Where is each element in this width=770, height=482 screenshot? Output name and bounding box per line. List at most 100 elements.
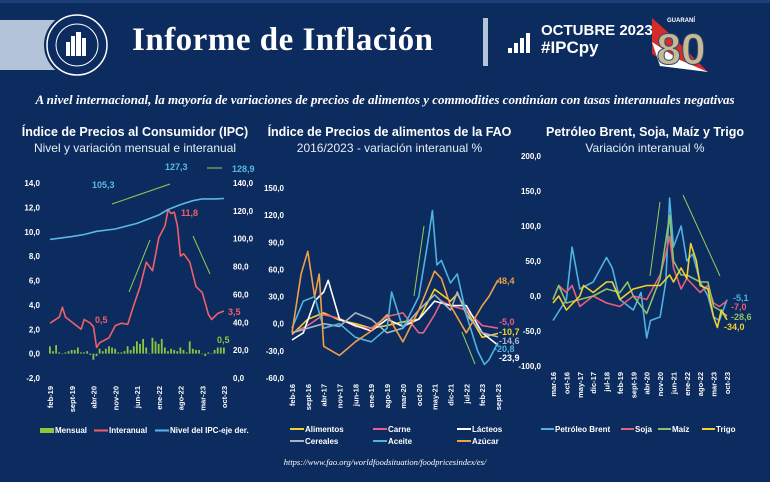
x-tick-label: sept-19: [629, 372, 638, 398]
bar-mensual: [219, 347, 222, 354]
bar-mensual: [83, 352, 85, 354]
bar-mensual: [204, 353, 207, 357]
bar-mensual: [70, 349, 73, 354]
y2-tick-label: 100,0: [233, 235, 254, 244]
x-tick-label: mar-16: [549, 372, 558, 397]
bar-mensual: [198, 349, 200, 354]
bar-mensual: [104, 348, 107, 354]
bar-mensual: [49, 346, 51, 354]
value-label: 128,9: [232, 164, 255, 174]
x-tick-label: dic-21: [446, 384, 455, 406]
x-tick-label: ene-22: [155, 386, 164, 410]
headline: A nivel internacional, la mayoría de var…: [35, 92, 735, 107]
x-tick-label: jun-21: [669, 372, 678, 395]
trend-arrow: [461, 331, 476, 365]
source-link[interactable]: https://www.fao.org/worldfoodsituation/f…: [283, 457, 487, 467]
legend-label: Azúcar: [472, 437, 499, 446]
y-tick-label: 200,0: [521, 152, 542, 161]
value-label: -5,0: [499, 317, 515, 327]
value-label: 0,5: [95, 315, 108, 325]
x-tick-label: oct-23: [220, 386, 229, 408]
bar-mensual: [195, 349, 197, 354]
bar-mensual: [114, 348, 117, 354]
x-tick-label: abr-20: [643, 372, 652, 395]
ipc-chart: -2,0 0,0 2,0 4,0 6,0 8,0 10,0 12,0 14,0 0,0 20,0 40…: [24, 162, 254, 435]
legend-label: Mensual: [55, 426, 87, 435]
bar-mensual: [160, 339, 163, 354]
x-tick-label: sept-16: [304, 384, 313, 410]
chart2-subtitle: 2016/2023 - variación interanual %: [296, 141, 483, 155]
legend-label: Cereales: [305, 437, 339, 446]
x-tick-label: abr-20: [90, 386, 99, 409]
bar-mensual: [213, 349, 216, 354]
y-tick-label: 14,0: [24, 179, 40, 188]
legend-label: Nivel del IPC-eje der.: [170, 426, 249, 435]
page-title: Informe de Inflación: [132, 22, 434, 58]
bar-mensual: [185, 352, 188, 354]
bar-mensual: [136, 341, 138, 354]
chart1-title: Índice de Precios al Consumidor (IPC): [21, 125, 249, 139]
top-border: [0, 0, 770, 3]
series-line-nivel-del-ipc-eje-der-: [49, 197, 225, 241]
bar-mensual: [182, 349, 185, 354]
trend-arrow: [413, 225, 425, 297]
bar-mensual: [223, 347, 225, 354]
bar-mensual: [157, 343, 160, 354]
value-label: -20,8: [494, 344, 515, 354]
y-tick-label: 90,0: [268, 238, 284, 247]
bar-mensual: [123, 351, 126, 354]
y2-tick-label: 80,0: [233, 263, 249, 272]
series-line-interanual: [49, 209, 225, 349]
trend-arrow: [192, 235, 211, 275]
bar-mensual: [145, 347, 148, 354]
commodities-chart: -100,0 -50,0 0,0 50,0 100,0 150,0 200,0 mar-16 o…: [518, 152, 751, 434]
bar-chart-icon: [508, 33, 530, 53]
value-label: -14,6: [499, 336, 520, 346]
y2-tick-label: 60,0: [233, 290, 249, 299]
x-tick-label: ago-19: [383, 384, 392, 408]
bar-mensual: [139, 343, 141, 354]
bar-mensual: [86, 351, 89, 354]
bar-mensual: [52, 351, 54, 354]
bar-mensual: [151, 337, 154, 354]
y-tick-label: -2,0: [26, 374, 40, 383]
x-tick-label: feb-19: [46, 386, 55, 408]
x-tick-label: ago-22: [696, 372, 705, 396]
x-tick-label: jun-21: [133, 386, 142, 409]
y2-tick-label: 120,0: [233, 207, 254, 216]
y-tick-label: 2,0: [29, 325, 41, 334]
chart3-title: Petróleo Brent, Soja, Maíz y Trigo: [546, 125, 744, 139]
trend-arrows: [111, 167, 721, 365]
bar-mensual: [76, 347, 79, 354]
y-tick-label: 6,0: [29, 277, 41, 286]
x-tick-label: oct-20: [415, 384, 424, 406]
value-label: 11,8: [181, 208, 198, 218]
x-tick-label: sept-19: [68, 386, 77, 412]
bar-mensual: [92, 353, 95, 360]
x-tick-label: feb-16: [288, 384, 297, 406]
x-tick-label: nov-17: [336, 384, 345, 408]
bar-mensual: [201, 353, 204, 355]
bar-mensual: [101, 351, 104, 354]
chart1-subtitle: Nivel y variación mensual e interanual: [33, 141, 237, 155]
y-tick-label: -100,0: [518, 362, 541, 371]
y-tick-label: 10,0: [24, 228, 40, 237]
trend-arrow: [649, 201, 661, 277]
x-tick-label: oct-16: [562, 372, 571, 394]
bar-mensual: [64, 352, 67, 354]
y-tick-label: 60,0: [268, 265, 284, 274]
value-label: -28,6: [731, 312, 752, 322]
trend-arrow: [111, 183, 171, 205]
bar-mensual: [163, 347, 166, 354]
x-tick-label: jul-18: [603, 372, 612, 393]
legend-label: Soja: [635, 425, 652, 434]
x-tick-label: sept-23: [494, 384, 503, 410]
y-tick-label: 0,0: [273, 320, 285, 329]
value-label: -10,7: [499, 327, 520, 337]
y-tick-label: 30,0: [268, 293, 284, 302]
series-line-az-car: [291, 250, 499, 357]
value-label: -23,9: [499, 353, 520, 363]
x-tick-label: may-21: [431, 384, 440, 410]
x-tick-label: ene-22: [683, 372, 692, 396]
header-divider: [483, 18, 488, 66]
